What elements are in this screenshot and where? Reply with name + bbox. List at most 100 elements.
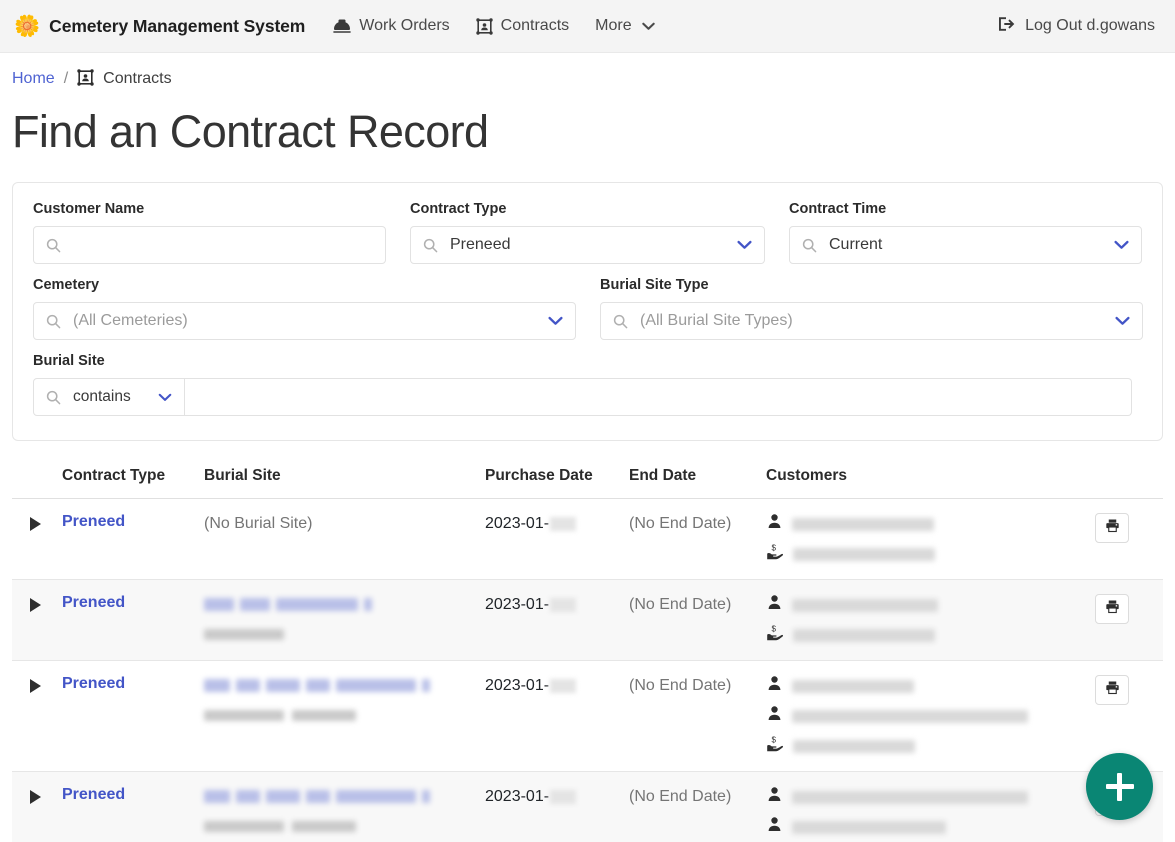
purchase-date-value: 2023-01- — [485, 515, 550, 532]
customer-entry[interactable] — [766, 786, 1091, 808]
cell-purchase-date: 2023-01- — [485, 675, 629, 697]
payer-hand-icon: $ — [766, 543, 784, 565]
cell-burial-site[interactable] — [204, 786, 485, 837]
cell-customers[interactable]: $ — [766, 513, 1091, 565]
table-row[interactable]: Preneed 2023-01- (No End Date) $ — [12, 772, 1163, 842]
customer-entry[interactable]: $ — [766, 624, 1091, 646]
customer-name-redacted — [792, 679, 914, 693]
svg-text:$: $ — [772, 736, 777, 745]
cell-contract-type[interactable]: Preneed — [62, 675, 204, 693]
breadcrumb-current: Contracts — [77, 69, 172, 88]
cell-contract-type[interactable]: Preneed — [62, 513, 204, 531]
customer-name-redacted — [793, 628, 935, 642]
customer-entry[interactable] — [766, 594, 1091, 616]
print-icon — [1105, 518, 1120, 538]
customer-entry[interactable] — [766, 675, 1091, 697]
cell-burial-site[interactable]: (No Burial Site) — [204, 513, 485, 535]
logout-icon — [998, 16, 1016, 37]
end-date-value: (No End Date) — [629, 677, 732, 694]
contract-type-select[interactable]: Preneed — [410, 226, 765, 264]
chevron-down-icon — [641, 22, 655, 31]
customer-name-input[interactable] — [33, 226, 386, 264]
chevron-down-icon[interactable] — [158, 393, 172, 402]
print-button[interactable] — [1095, 675, 1129, 705]
filter-burial-site-label: Burial Site — [33, 353, 105, 369]
cell-burial-site[interactable] — [204, 675, 485, 726]
row-expand-button[interactable] — [12, 675, 62, 693]
burial-site-type-select[interactable]: (All Burial Site Types) — [600, 302, 1143, 340]
customer-entry[interactable] — [766, 705, 1091, 727]
payer-hand-icon: $ — [766, 735, 784, 757]
row-expand-button[interactable] — [12, 513, 62, 531]
customer-entry[interactable]: $ — [766, 735, 1091, 757]
search-filters-panel: Customer Name Contract Type Preneed — [12, 182, 1163, 441]
cell-end-date: (No End Date) — [629, 513, 766, 535]
cell-burial-site[interactable] — [204, 594, 485, 645]
cell-customers[interactable]: $ — [766, 786, 1091, 842]
contract-id-icon — [77, 69, 94, 88]
print-icon — [1105, 599, 1120, 619]
payer-hand-icon: $ — [766, 624, 784, 646]
filter-row-1: Customer Name Contract Type Preneed — [33, 201, 1142, 264]
customer-name-redacted — [792, 790, 1028, 804]
row-expand-button[interactable] — [12, 594, 62, 612]
cemetery-select[interactable]: (All Cemeteries) — [33, 302, 576, 340]
chevron-down-icon[interactable] — [548, 316, 563, 326]
col-customers[interactable]: Customers — [766, 467, 847, 484]
cell-end-date: (No End Date) — [629, 594, 766, 616]
print-button[interactable] — [1095, 513, 1129, 543]
customer-entry[interactable]: $ — [766, 543, 1091, 565]
col-end-date[interactable]: End Date — [629, 467, 697, 484]
person-icon — [766, 705, 783, 727]
row-expand-button[interactable] — [12, 786, 62, 804]
col-purchase-date[interactable]: Purchase Date — [485, 467, 593, 484]
table-row[interactable]: Preneed 2023-01- (No End Date) $ — [12, 661, 1163, 772]
breadcrumb-home[interactable]: Home — [12, 69, 55, 87]
customer-entry[interactable] — [766, 513, 1091, 535]
search-icon — [613, 314, 628, 329]
person-icon — [766, 675, 783, 697]
table-row[interactable]: Preneed 2023-01- (No End Date) $ — [12, 580, 1163, 661]
end-date-value: (No End Date) — [629, 788, 732, 805]
burial-site-subtitle-redacted — [204, 705, 485, 727]
col-contract-type[interactable]: Contract Type — [62, 467, 166, 484]
nav-item-more[interactable]: More — [595, 17, 655, 35]
contract-type-link[interactable]: Preneed — [62, 675, 126, 692]
customer-entry[interactable] — [766, 816, 1091, 838]
svg-text:$: $ — [772, 625, 777, 634]
cell-actions — [1091, 513, 1163, 543]
nav-item-contracts[interactable]: Contracts — [475, 17, 569, 35]
cell-actions — [1091, 675, 1163, 705]
person-icon — [766, 816, 783, 838]
purchase-date-day-redacted — [550, 678, 577, 693]
burial-site-text-input[interactable] — [185, 378, 1132, 416]
breadcrumb: Home / Contracts — [0, 53, 1175, 88]
burial-site-operator-value: contains — [73, 388, 131, 405]
cell-contract-type[interactable]: Preneed — [62, 594, 204, 612]
table-row[interactable]: Preneed (No Burial Site) 2023-01- (No End D… — [12, 499, 1163, 580]
search-icon — [46, 238, 61, 253]
cell-customers[interactable]: $ — [766, 594, 1091, 646]
col-burial-site[interactable]: Burial Site — [204, 467, 281, 484]
brand[interactable]: 🌼 Cemetery Management System — [14, 16, 305, 37]
search-icon — [46, 314, 61, 329]
burial-site-operator-select[interactable]: contains — [33, 378, 185, 416]
contract-type-link[interactable]: Preneed — [62, 513, 126, 530]
chevron-down-icon[interactable] — [1114, 240, 1129, 250]
logout-label: Log Out d.gowans — [1025, 17, 1155, 34]
chevron-down-icon[interactable] — [737, 240, 752, 250]
cell-contract-type[interactable]: Preneed — [62, 786, 204, 804]
expand-triangle-icon — [30, 598, 41, 612]
cell-customers[interactable]: $ — [766, 675, 1091, 757]
nav-item-work-orders[interactable]: Work Orders — [333, 17, 450, 35]
logout-button[interactable]: Log Out d.gowans — [998, 16, 1161, 37]
print-button[interactable] — [1095, 594, 1129, 624]
cell-purchase-date: 2023-01- — [485, 594, 629, 616]
add-record-fab[interactable] — [1086, 753, 1153, 820]
chevron-down-icon[interactable] — [1115, 316, 1130, 326]
contract-type-link[interactable]: Preneed — [62, 594, 126, 611]
contract-type-link[interactable]: Preneed — [62, 786, 126, 803]
filter-row-2: Cemetery (All Cemeteries) Burial Site Ty… — [33, 277, 1143, 340]
contract-time-select[interactable]: Current — [789, 226, 1142, 264]
